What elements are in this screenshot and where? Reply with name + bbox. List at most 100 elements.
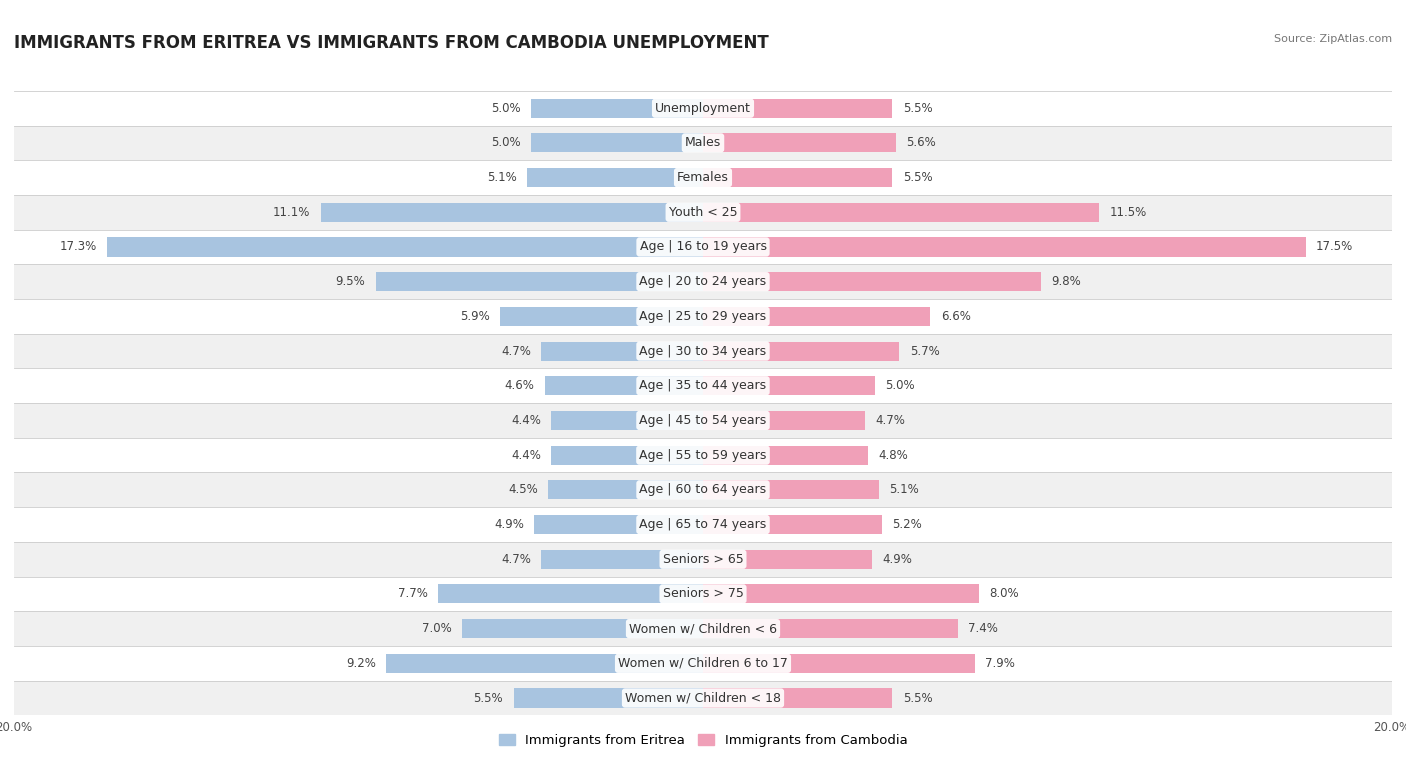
Bar [703,654,976,673]
Text: Source: ZipAtlas.com: Source: ZipAtlas.com [1274,34,1392,44]
Bar [703,411,865,430]
Text: 4.7%: 4.7% [875,414,905,427]
Bar [14,91,1392,126]
Bar [703,307,931,326]
Bar [14,681,1392,715]
Bar [321,203,703,222]
Text: 17.3%: 17.3% [59,241,97,254]
Text: 5.9%: 5.9% [460,310,489,323]
Text: 7.4%: 7.4% [969,622,998,635]
Text: Women w/ Children < 18: Women w/ Children < 18 [626,691,780,705]
Bar [14,507,1392,542]
Bar [703,203,1099,222]
Text: 5.7%: 5.7% [910,344,939,357]
Text: 4.6%: 4.6% [505,379,534,392]
Bar [14,229,1392,264]
Text: Age | 60 to 64 years: Age | 60 to 64 years [640,483,766,497]
Text: 4.4%: 4.4% [512,414,541,427]
Bar [531,98,703,118]
Text: 5.2%: 5.2% [893,518,922,531]
Text: Women w/ Children < 6: Women w/ Children < 6 [628,622,778,635]
Text: 6.6%: 6.6% [941,310,970,323]
Bar [14,542,1392,577]
Text: 4.8%: 4.8% [879,449,908,462]
Text: 5.0%: 5.0% [491,136,520,149]
Bar [437,584,703,603]
Bar [703,98,893,118]
Text: 5.1%: 5.1% [889,483,918,497]
Text: 4.4%: 4.4% [512,449,541,462]
Text: Unemployment: Unemployment [655,101,751,115]
Text: 7.7%: 7.7% [398,587,427,600]
Bar [703,238,1306,257]
Text: 4.7%: 4.7% [501,344,531,357]
Bar [14,334,1392,369]
Text: 7.9%: 7.9% [986,657,1015,670]
Text: Age | 25 to 29 years: Age | 25 to 29 years [640,310,766,323]
Bar [534,515,703,534]
Bar [14,195,1392,229]
Bar [703,619,957,638]
Text: IMMIGRANTS FROM ERITREA VS IMMIGRANTS FROM CAMBODIA UNEMPLOYMENT: IMMIGRANTS FROM ERITREA VS IMMIGRANTS FR… [14,34,769,52]
Bar [14,160,1392,195]
Bar [14,403,1392,438]
Bar [703,376,875,395]
Bar [14,472,1392,507]
Bar [544,376,703,395]
Text: 9.2%: 9.2% [346,657,375,670]
Bar [14,438,1392,472]
Bar [703,584,979,603]
Text: 17.5%: 17.5% [1316,241,1354,254]
Text: Age | 20 to 24 years: Age | 20 to 24 years [640,275,766,288]
Bar [548,480,703,500]
Text: 9.8%: 9.8% [1050,275,1081,288]
Text: Youth < 25: Youth < 25 [669,206,737,219]
Bar [703,688,893,708]
Text: 5.5%: 5.5% [474,691,503,705]
Text: Seniors > 65: Seniors > 65 [662,553,744,565]
Bar [541,550,703,569]
Text: 4.7%: 4.7% [501,553,531,565]
Text: 5.5%: 5.5% [903,691,932,705]
Bar [703,446,869,465]
Bar [14,369,1392,403]
Text: 4.5%: 4.5% [508,483,537,497]
Bar [14,126,1392,160]
Text: Age | 65 to 74 years: Age | 65 to 74 years [640,518,766,531]
Text: 5.5%: 5.5% [903,101,932,115]
Bar [703,133,896,152]
Bar [461,619,703,638]
Text: 7.0%: 7.0% [422,622,451,635]
Bar [703,550,872,569]
Text: Males: Males [685,136,721,149]
Bar [551,411,703,430]
Text: 5.6%: 5.6% [907,136,936,149]
Bar [551,446,703,465]
Text: 5.1%: 5.1% [488,171,517,184]
Bar [513,688,703,708]
Bar [531,133,703,152]
Text: Age | 55 to 59 years: Age | 55 to 59 years [640,449,766,462]
Text: 5.5%: 5.5% [903,171,932,184]
Text: Age | 16 to 19 years: Age | 16 to 19 years [640,241,766,254]
Bar [499,307,703,326]
Text: 5.0%: 5.0% [886,379,915,392]
Text: Age | 35 to 44 years: Age | 35 to 44 years [640,379,766,392]
Bar [527,168,703,187]
Text: 8.0%: 8.0% [988,587,1018,600]
Text: 4.9%: 4.9% [882,553,912,565]
Bar [703,341,900,360]
Bar [14,646,1392,681]
Text: 11.1%: 11.1% [273,206,311,219]
Legend: Immigrants from Eritrea, Immigrants from Cambodia: Immigrants from Eritrea, Immigrants from… [494,729,912,752]
Bar [14,612,1392,646]
Bar [14,264,1392,299]
Bar [703,480,879,500]
Text: 9.5%: 9.5% [336,275,366,288]
Text: Women w/ Children 6 to 17: Women w/ Children 6 to 17 [619,657,787,670]
Bar [703,515,882,534]
Bar [387,654,703,673]
Bar [541,341,703,360]
Text: Age | 45 to 54 years: Age | 45 to 54 years [640,414,766,427]
Bar [703,272,1040,291]
